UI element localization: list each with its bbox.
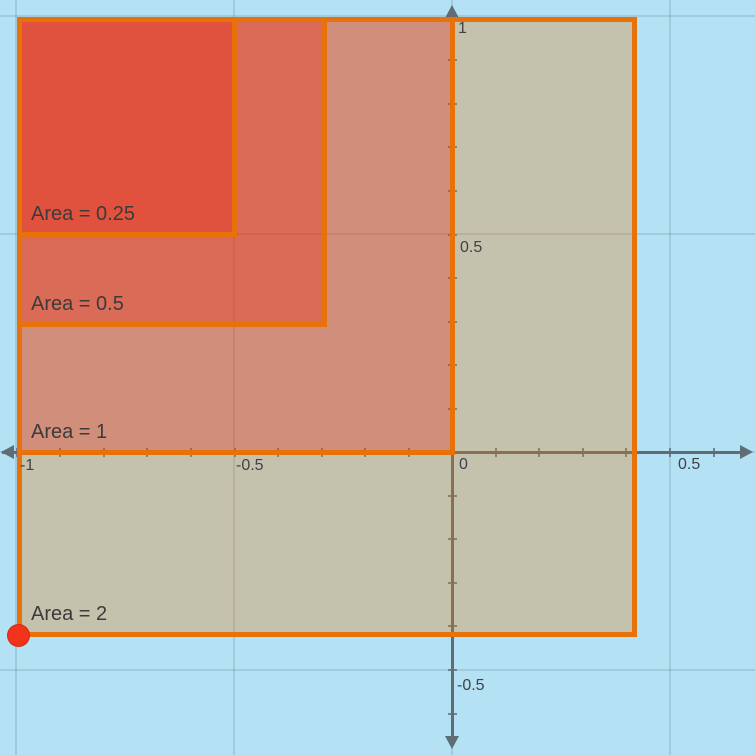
area-label-2: Area = 2 xyxy=(31,603,108,625)
area-label-1: Area = 1 xyxy=(31,421,108,443)
y-axis-tick xyxy=(448,494,457,497)
x-tick-label-0.5: 0.5 xyxy=(678,456,701,473)
x-axis-tick xyxy=(15,448,18,457)
gridline-horizontal xyxy=(0,669,755,671)
gridline-horizontal xyxy=(0,15,755,17)
x-axis-arrow-right-icon xyxy=(740,445,753,459)
gridline-vertical xyxy=(15,0,17,755)
y-axis-arrow-down-icon xyxy=(445,736,459,749)
x-axis-tick xyxy=(712,448,715,457)
area-label-0.5: Area = 0.5 xyxy=(31,293,124,315)
y-tick-label-neg0.5: -0.5 xyxy=(457,677,485,694)
x-axis-arrow-left-icon xyxy=(1,445,14,459)
square-area-0.25[interactable]: Area = 0.25 xyxy=(17,17,237,237)
y-tick-label-1: 1 xyxy=(458,20,467,37)
y-axis-tick xyxy=(448,15,457,18)
y-axis-tick xyxy=(448,581,457,584)
y-axis-tick xyxy=(448,625,457,628)
x-tick-label-neg0.5: -0.5 xyxy=(236,457,264,474)
corner-point[interactable] xyxy=(6,623,30,647)
x-axis-tick xyxy=(538,448,541,457)
y-axis-tick xyxy=(448,712,457,715)
x-axis-tick xyxy=(581,448,584,457)
x-axis-tick xyxy=(669,448,671,457)
y-axis-arrow-up-icon xyxy=(445,5,459,18)
x-tick-label-neg1: -1 xyxy=(20,457,35,474)
x-axis-tick xyxy=(625,448,628,457)
y-axis-tick xyxy=(448,538,457,541)
gridline-vertical xyxy=(669,0,671,755)
gridline-vertical xyxy=(233,0,235,755)
x-axis-tick xyxy=(494,448,497,457)
square-area-2[interactable]: Area = 2 xyxy=(17,17,637,637)
gridline-horizontal xyxy=(0,233,755,235)
y-tick-label-0.5: 0.5 xyxy=(460,239,483,256)
y-axis-tick xyxy=(448,669,457,671)
x-tick-label-0: 0 xyxy=(459,456,468,473)
area-label-0.25: Area = 0.25 xyxy=(31,203,135,225)
